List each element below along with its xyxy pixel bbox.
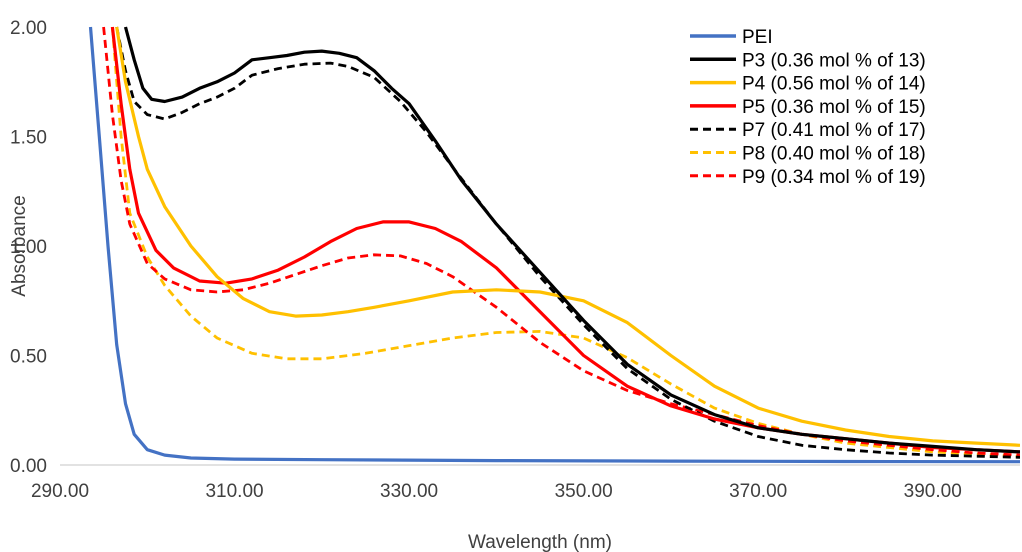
- series-line-7: [102, 26, 1020, 457]
- legend-label: P3 (0.36 mol % of 13): [742, 50, 926, 71]
- x-tick-label: 310.00: [205, 481, 263, 502]
- y-tick-label: 1.00: [10, 237, 47, 258]
- plot-area: [88, 26, 1020, 464]
- legend-label: PEI: [742, 27, 773, 48]
- y-axis-ticks: 0.00 0.50 1.00 1.50 2.00: [10, 18, 47, 477]
- x-tick-label: 330.00: [380, 481, 438, 502]
- y-tick-label: 1.50: [10, 128, 47, 149]
- x-tick-label: 390.00: [904, 481, 962, 502]
- x-tick-label: 370.00: [729, 481, 787, 502]
- x-tick-label: 290.00: [31, 481, 89, 502]
- series-line-2: [123, 26, 1020, 454]
- legend-label: P8 (0.40 mol % of 18): [742, 144, 926, 165]
- legend-label: P4 (0.56 mol % of 14): [742, 74, 926, 95]
- x-axis-ticks: 290.00 310.00 330.00 350.00 370.00 390.00: [31, 481, 962, 502]
- series-line-5: [115, 26, 1020, 459]
- legend-label: P7 (0.41 mol % of 17): [742, 120, 926, 141]
- legend-label: P5 (0.36 mol % of 15): [742, 97, 926, 118]
- series-line-6: [111, 26, 1020, 458]
- y-tick-label: 0.50: [10, 347, 47, 368]
- y-tick-label: 0.00: [10, 456, 47, 477]
- x-tick-label: 350.00: [555, 481, 613, 502]
- y-axis-title: Absorbance: [9, 195, 30, 296]
- series-line-1: [88, 26, 1020, 464]
- y-tick-label: 2.00: [10, 18, 47, 39]
- x-axis-title: Wavelength (nm): [468, 532, 612, 552]
- series-line-3: [115, 26, 1020, 447]
- legend-label: P9 (0.34 mol % of 19): [742, 167, 926, 188]
